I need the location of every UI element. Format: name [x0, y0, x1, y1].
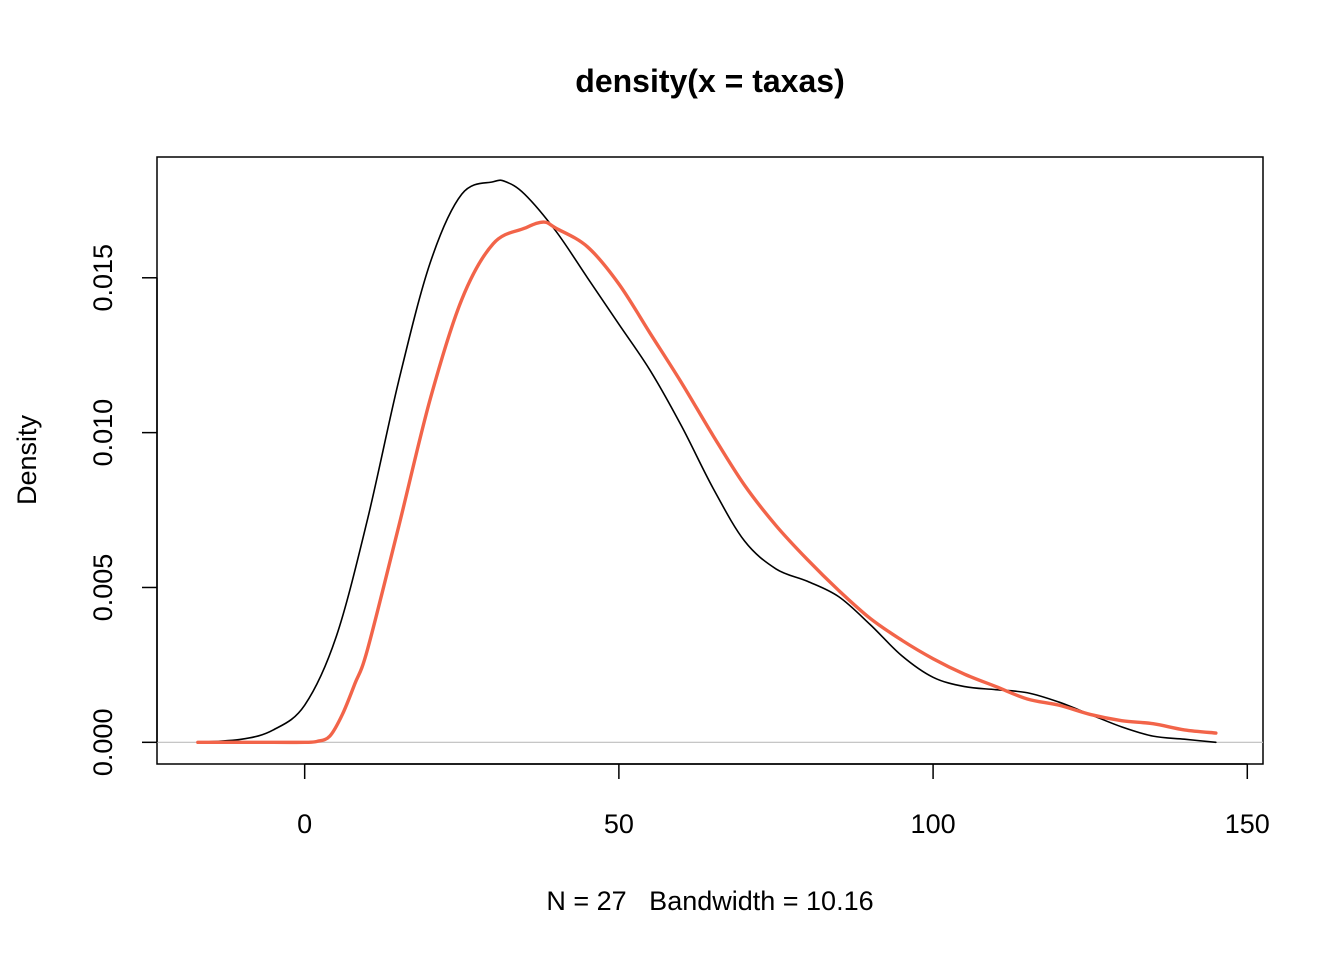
x-axis: 0 50 100 150 [297, 763, 1270, 839]
density-line-red [196, 220, 1218, 745]
y-axis: 0.000 0.005 0.010 0.015 [88, 244, 158, 777]
y-tick-label: 0.010 [88, 399, 118, 467]
x-tick-label: 50 [604, 809, 634, 839]
y-axis-label: Density [12, 414, 42, 505]
x-tick-label: 100 [911, 809, 956, 839]
x-axis-label: N = 27 Bandwidth = 10.16 [546, 886, 873, 916]
y-tick-label: 0.000 [88, 709, 118, 777]
y-tick-label: 0.005 [88, 554, 118, 622]
y-tick-label: 0.015 [88, 244, 118, 312]
density-line-black [197, 179, 1217, 744]
x-tick-label: 0 [297, 809, 312, 839]
x-tick-label: 150 [1225, 809, 1270, 839]
series-layer [196, 179, 1218, 745]
chart-title: density(x = taxas) [575, 63, 844, 99]
